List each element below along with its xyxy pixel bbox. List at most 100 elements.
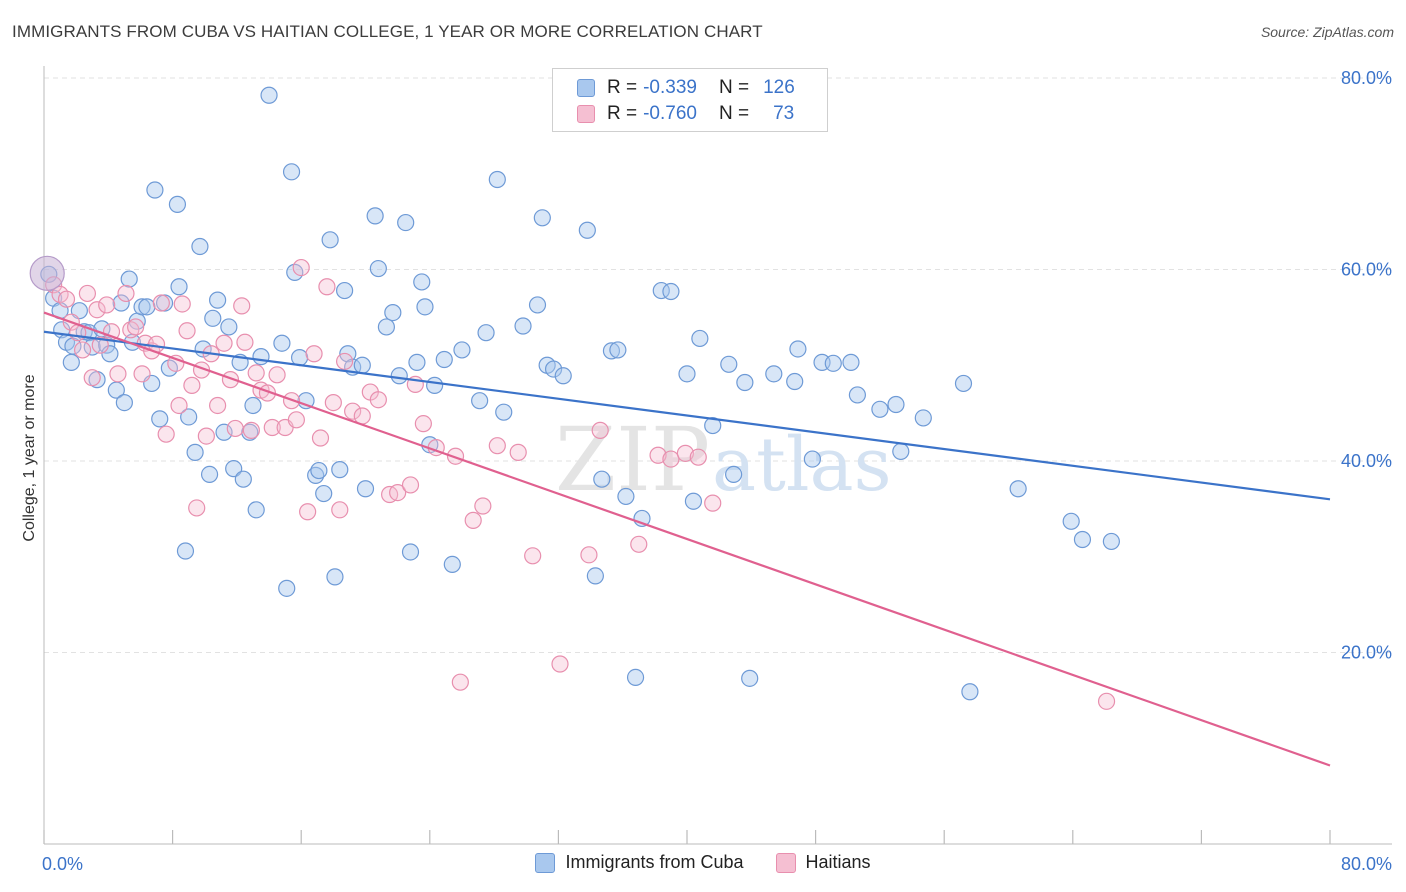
data-point-cuba (401, 543, 420, 561)
legend-r-label: R = (607, 77, 638, 98)
data-point-cuba (961, 683, 979, 701)
trend-line-cuba (43, 330, 1331, 501)
data-point-haitians (369, 391, 387, 409)
data-point-haitians (630, 535, 648, 553)
data-point-cuba (1102, 532, 1120, 551)
data-point-haitians (287, 411, 305, 429)
data-point-haitians (157, 425, 175, 443)
y-tick-label: 80.0% (1341, 68, 1392, 88)
data-point-haitians (305, 345, 323, 363)
data-point-cuba (871, 400, 889, 418)
data-point-haitians (464, 511, 482, 529)
legend-item-haitians[interactable]: Haitians (775, 852, 871, 873)
y-tick-label: 20.0% (1341, 643, 1392, 663)
data-point-haitians (117, 284, 135, 303)
axes (43, 66, 1392, 845)
data-point-haitians (236, 333, 254, 351)
data-point-haitians (446, 447, 465, 465)
data-point-cuba (315, 484, 333, 503)
data-point-haitians (1097, 692, 1116, 710)
data-point-cuba (353, 356, 371, 374)
data-point-haitians (109, 365, 127, 383)
data-point-cuba (191, 237, 209, 256)
data-point-cuba (678, 365, 696, 383)
data-point-haitians (127, 318, 145, 336)
data-point-haitians (233, 297, 251, 315)
series-haitians-points (29, 255, 1116, 710)
data-point-cuba (64, 337, 82, 355)
data-point-cuba (1009, 480, 1027, 498)
data-point-haitians (389, 483, 407, 502)
data-point-cuba (138, 298, 156, 316)
data-point-haitians (152, 294, 170, 312)
data-point-cuba (62, 353, 80, 371)
data-point-cuba (204, 309, 222, 327)
data-point-haitians (704, 494, 722, 512)
data-point-cuba (578, 221, 596, 239)
data-point-haitians (662, 450, 680, 468)
data-point-cuba (282, 163, 301, 181)
data-point-cuba (297, 392, 315, 410)
data-point-haitians (221, 371, 240, 389)
data-point-cuba (443, 555, 461, 574)
data-point-cuba (384, 303, 402, 322)
data-point-haitians (247, 364, 265, 382)
data-point-haitians (299, 503, 317, 521)
data-point-cuba (514, 317, 532, 335)
legend-r-value: -0.339 (643, 77, 697, 98)
data-point-cuba (151, 410, 169, 428)
data-point-haitians (122, 321, 140, 339)
legend-item-cuba[interactable]: Immigrants from Cuba (535, 852, 744, 873)
data-point-cuba (260, 86, 278, 104)
data-point-haitians (215, 334, 233, 352)
legend-swatch-pink (775, 852, 796, 873)
legend-n-value: 73 (773, 103, 795, 124)
data-point-cuba (209, 291, 227, 309)
data-point-cuba (789, 340, 807, 358)
data-point-cuba (495, 403, 513, 421)
data-point-cuba (146, 181, 164, 199)
data-point-cuba (356, 480, 375, 498)
data-point-cuba (453, 341, 471, 359)
data-point-haitians (209, 396, 227, 415)
data-point-haitians (83, 369, 101, 387)
data-point-cuba (593, 470, 611, 488)
data-point-cuba (954, 374, 973, 393)
data-point-haitians (170, 396, 188, 415)
data-point-cuba (736, 373, 754, 392)
x-tick-label: 80.0% (1341, 854, 1392, 874)
legend-n-label: N = (718, 77, 750, 98)
tick-labels: 20.0% 40.0% 60.0% 80.0% 0.0% 80.0% (42, 68, 1392, 874)
data-point-cuba (786, 372, 804, 391)
data-point-haitians (344, 402, 362, 420)
data-point-haitians (226, 419, 244, 438)
data-point-cuba (554, 367, 572, 385)
y-tick-label: 60.0% (1341, 260, 1392, 280)
source-label: Source: ZipAtlas.com (1260, 24, 1394, 40)
data-point-cuba (273, 334, 291, 352)
data-point-cuba (168, 195, 187, 213)
data-point-haitians (580, 546, 598, 564)
data-point-cuba (426, 376, 444, 394)
data-point-cuba (435, 350, 453, 369)
data-point-cuba (321, 231, 339, 249)
data-point-cuba (307, 466, 325, 484)
data-point-cuba (602, 342, 621, 360)
data-point-haitians (57, 290, 76, 308)
data-point-cuba (471, 392, 489, 410)
data-point-cuba (310, 461, 328, 480)
data-point-cuba (369, 259, 387, 278)
data-point-cluster (29, 255, 65, 291)
series-legend: Immigrants from Cuba Haitians (0, 852, 1406, 873)
data-point-cuba (220, 318, 238, 336)
data-point-cuba (326, 568, 344, 586)
data-point-haitians (324, 393, 342, 412)
data-point-cuba (101, 345, 119, 363)
data-point-cuba (176, 542, 195, 560)
data-point-cuba (617, 487, 635, 506)
data-point-cuba (377, 318, 395, 336)
data-point-haitians (197, 427, 215, 445)
data-point-haitians (173, 295, 191, 313)
data-point-haitians (474, 497, 492, 515)
